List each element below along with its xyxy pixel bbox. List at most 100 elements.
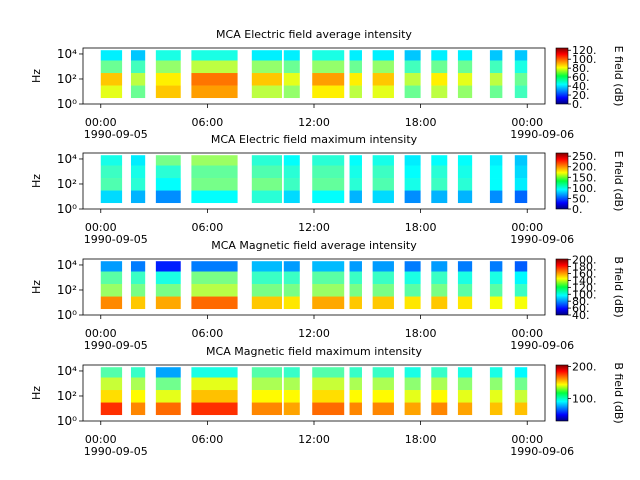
- x-tick-label: 00:00: [85, 327, 117, 340]
- spectrogram-cell: [404, 60, 421, 74]
- x-tick-label: 12:00: [298, 433, 330, 446]
- spectrogram-cell: [404, 165, 421, 179]
- x-tick-label: 00:00: [511, 116, 543, 129]
- spectrogram-cell: [349, 178, 362, 191]
- spectrogram-cell: [457, 155, 473, 166]
- spectrogram-cell: [100, 50, 123, 61]
- spectrogram-cell: [457, 73, 473, 86]
- spectrogram-cell: [431, 73, 448, 86]
- x-tick-date: 1990-09-05: [84, 128, 148, 141]
- spectrogram-cell: [489, 271, 503, 285]
- spectrogram-cell: [155, 284, 181, 297]
- spectrogram-cell: [431, 50, 448, 61]
- spectrogram-cell: [431, 261, 448, 272]
- colorbar-label: E field (dB): [612, 151, 625, 212]
- spectrogram-cell: [349, 271, 362, 285]
- spectrogram-cell: [191, 165, 238, 179]
- colorbar-tick-label: 60.: [572, 302, 590, 315]
- spectrogram-cell: [283, 367, 300, 378]
- spectrogram-cell: [404, 178, 421, 191]
- colorbar: [555, 364, 569, 422]
- spectrogram-cell: [372, 296, 394, 310]
- spectrogram-cell: [155, 367, 181, 378]
- spectrogram-cell: [155, 402, 181, 416]
- y-axis-label: Hz: [30, 69, 43, 83]
- spectrogram-cell: [404, 85, 421, 99]
- y-tick-label: 10²: [57, 283, 77, 297]
- spectrogram-cell: [191, 85, 238, 99]
- spectrogram-cell: [349, 367, 362, 378]
- spectrogram-cell: [489, 50, 503, 61]
- spectrogram-cell: [457, 50, 473, 61]
- spectrogram-cell: [130, 296, 146, 310]
- spectrogram-cell: [514, 190, 528, 204]
- spectrogram-cell: [100, 296, 123, 310]
- spectrogram-cell: [283, 155, 300, 166]
- spectrogram-cell: [431, 85, 448, 99]
- y-tick-label: 10⁴: [57, 152, 77, 166]
- spectrogram-cell: [431, 190, 448, 204]
- spectrogram-cell: [155, 296, 181, 310]
- spectrogram-cell: [349, 261, 362, 272]
- spectrogram-cell: [100, 190, 123, 204]
- spectrogram-cell: [283, 284, 300, 297]
- colorbar-tick-label: 180.: [572, 261, 597, 274]
- spectrogram-cell: [283, 60, 300, 74]
- x-tick-label: 18:00: [405, 116, 437, 129]
- spectrogram-cell: [130, 377, 146, 391]
- x-tick-label: 00:00: [511, 327, 543, 340]
- spectrogram-cell: [404, 296, 421, 310]
- spectrogram-cell: [372, 155, 394, 166]
- colorbar-tick-label: 250.: [572, 150, 597, 163]
- spectrogram-cell: [457, 271, 473, 285]
- spectrogram-cell: [312, 367, 345, 378]
- spectrogram-cell: [130, 165, 146, 179]
- spectrogram-cell: [349, 50, 362, 61]
- x-tick-label: 12:00: [298, 116, 330, 129]
- spectrogram-cell: [130, 50, 146, 61]
- spectrogram-cell: [251, 390, 283, 403]
- spectrogram-cell: [349, 390, 362, 403]
- y-tick-label: 10⁴: [57, 258, 77, 272]
- spectrogram-cell: [404, 377, 421, 391]
- x-tick-label: 00:00: [85, 116, 117, 129]
- spectrogram-cell: [457, 178, 473, 191]
- y-tick-label: 10⁴: [57, 364, 77, 378]
- x-tick-label: 00:00: [511, 433, 543, 446]
- colorbar-tick-label: 40.: [572, 309, 590, 322]
- spectrogram-cell: [431, 296, 448, 310]
- colorbar-tick-label: 40.: [572, 80, 590, 93]
- spectrogram-cell: [404, 402, 421, 416]
- spectrogram-cell: [404, 50, 421, 61]
- spectrogram-cell: [514, 296, 528, 310]
- spectrogram-cell: [431, 155, 448, 166]
- spectrogram-cell: [251, 296, 283, 310]
- spectrogram-cell: [489, 377, 503, 391]
- x-tick-date: 1990-09-06: [510, 445, 574, 458]
- spectrogram-cell: [191, 73, 238, 86]
- spectrogram-cell: [349, 73, 362, 86]
- spectrogram-cell: [349, 284, 362, 297]
- spectrogram-cell: [312, 73, 345, 86]
- spectrogram-cell: [404, 73, 421, 86]
- spectrogram-cell: [372, 85, 394, 99]
- spectrogram-cell: [155, 50, 181, 61]
- colorbar: [555, 258, 569, 316]
- spectrogram-cell: [514, 85, 528, 99]
- spectrogram-cell: [100, 284, 123, 297]
- spectrogram-cell: [431, 60, 448, 74]
- spectrogram-cell: [514, 284, 528, 297]
- spectrogram-cell: [191, 261, 238, 272]
- spectrogram-cell: [514, 402, 528, 416]
- spectrogram-cell: [514, 50, 528, 61]
- chart-title: MCA Electric field maximum intensity: [211, 133, 418, 146]
- spectrogram-cell: [130, 85, 146, 99]
- spectrogram-cell: [312, 296, 345, 310]
- x-tick-label: 00:00: [85, 221, 117, 234]
- spectrogram-cell: [283, 178, 300, 191]
- colorbar-tick-label: 60.: [572, 71, 590, 84]
- spectrogram-cell: [312, 155, 345, 166]
- spectrogram-cell: [404, 390, 421, 403]
- spectrogram-cell: [130, 190, 146, 204]
- spectrogram-cell: [489, 165, 503, 179]
